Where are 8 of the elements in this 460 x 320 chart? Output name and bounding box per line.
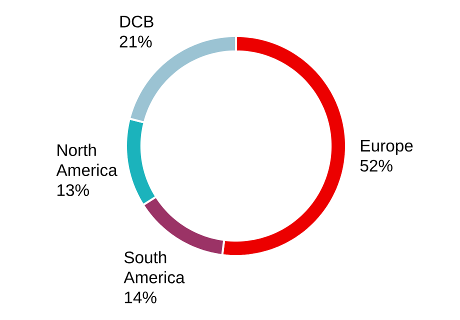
data-label: 21% [120, 36, 152, 48]
slice-label: South America [124, 251, 185, 284]
slice-label: DCB [120, 16, 154, 28]
slice-label: North America [56, 144, 118, 176]
data-label: 14% [124, 292, 156, 304]
slice-label: Europe [361, 140, 413, 155]
data-label: 52% [360, 160, 392, 172]
data-label: 13% [58, 184, 89, 196]
